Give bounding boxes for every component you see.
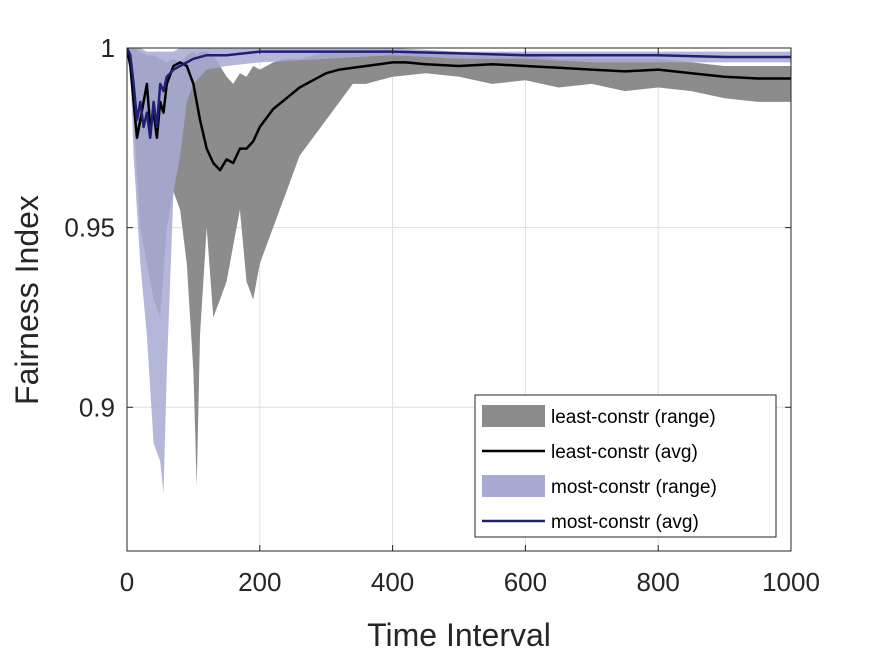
x-tick-label: 400 xyxy=(371,567,414,597)
legend: least-constr (range) least-constr (avg) mo… xyxy=(474,394,777,538)
legend-label: least-constr (avg) xyxy=(551,442,698,463)
x-axis-title: Time Interval xyxy=(367,617,551,653)
legend-swatch xyxy=(482,405,545,427)
y-tick-label: 0.9 xyxy=(79,392,115,422)
y-axis-title: Fairness Index xyxy=(9,195,45,405)
plot-frame xyxy=(126,47,792,552)
x-tick-label: 200 xyxy=(238,567,281,597)
legend-label: least-constr (range) xyxy=(551,407,716,428)
legend-label: most-constr (range) xyxy=(551,477,717,498)
y-tick-label: 1 xyxy=(101,33,115,63)
x-tick-label: 600 xyxy=(504,567,547,597)
range-areas xyxy=(127,48,791,494)
legend-swatch xyxy=(482,475,545,497)
series-range-0 xyxy=(127,48,791,487)
plot-area xyxy=(127,48,791,494)
y-tick-label: 0.95 xyxy=(64,213,115,243)
series-line-1 xyxy=(127,48,791,172)
x-tick-label: 800 xyxy=(637,567,680,597)
series-line-3 xyxy=(127,48,791,140)
ticks: 0 200 400 600 800 1000 0.9 0.95 1 xyxy=(64,33,820,597)
x-tick-label: 0 xyxy=(120,567,134,597)
legend-label: most-constr (avg) xyxy=(551,512,699,533)
x-tick-label: 1000 xyxy=(762,567,820,597)
average-lines xyxy=(127,48,791,172)
